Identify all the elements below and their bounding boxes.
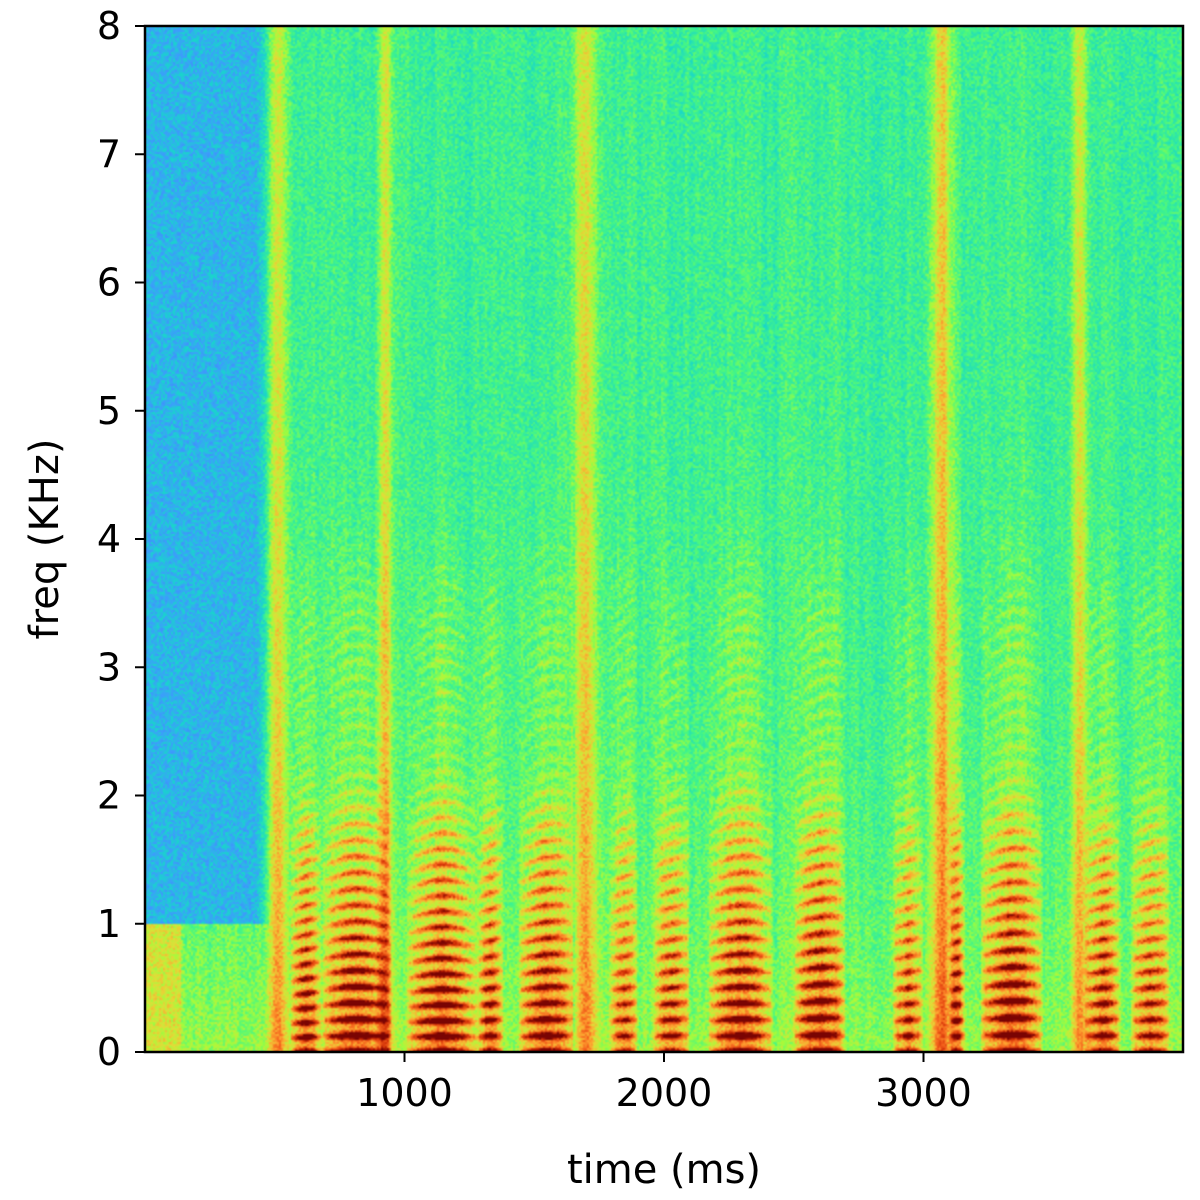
spectrogram-heatmap xyxy=(145,26,1183,1052)
y-tick-label: 1 xyxy=(97,902,121,946)
y-axis-ticks: 0 1 2 3 4 5 6 7 8 xyxy=(97,4,145,1074)
y-tick-label: 4 xyxy=(97,517,121,561)
y-tick-label: 2 xyxy=(97,774,121,818)
x-tick-label: 2000 xyxy=(616,1071,713,1115)
x-axis-label: time (ms) xyxy=(567,1147,761,1193)
x-axis-ticks: 1000 2000 3000 xyxy=(356,1052,972,1115)
y-tick-label: 6 xyxy=(97,261,121,305)
x-tick-label: 1000 xyxy=(356,1071,453,1115)
y-tick-label: 3 xyxy=(97,645,121,689)
y-axis-label: freq (KHz) xyxy=(22,439,68,640)
y-tick-label: 0 xyxy=(97,1030,121,1074)
y-tick-label: 8 xyxy=(97,4,121,48)
plot-area xyxy=(145,26,1183,1052)
x-tick-label: 3000 xyxy=(875,1071,972,1115)
axes-frame xyxy=(143,24,1185,1054)
y-tick-label: 5 xyxy=(97,389,121,433)
y-tick-label: 7 xyxy=(97,132,121,176)
